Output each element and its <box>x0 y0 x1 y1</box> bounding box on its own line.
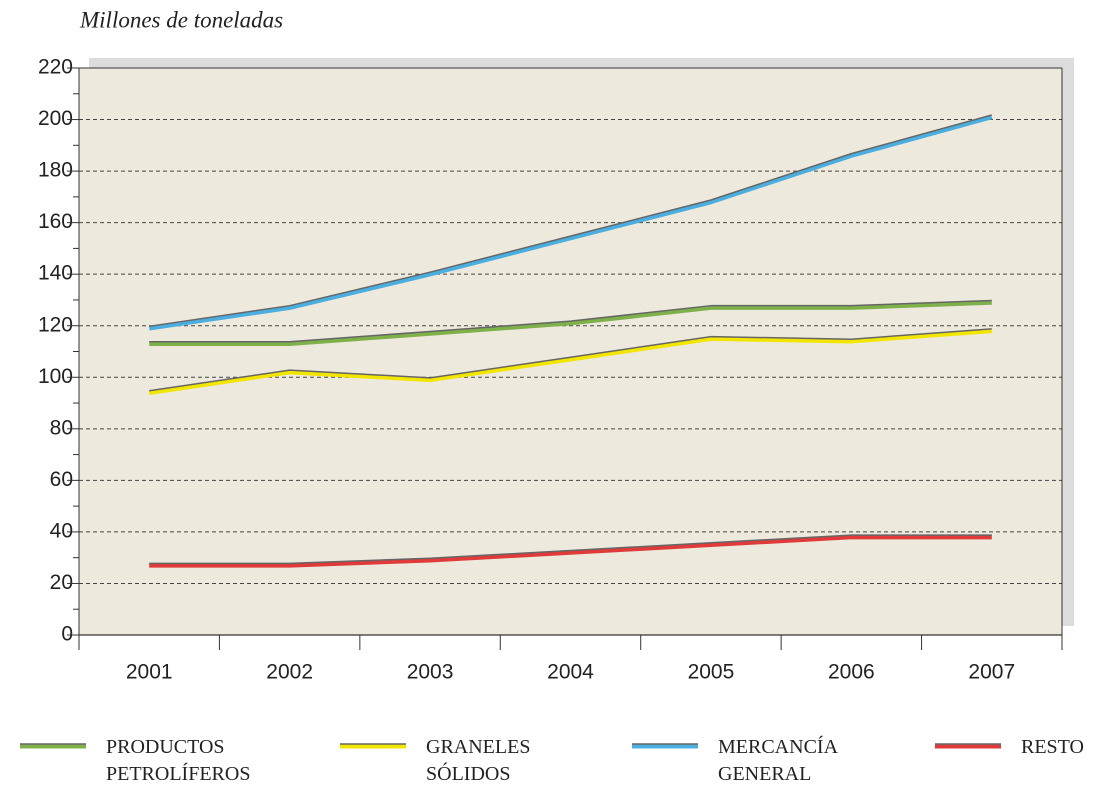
series-line-edge <box>149 299 992 343</box>
series-line-edge <box>149 114 992 328</box>
y-tick-label: 20 <box>50 571 73 594</box>
x-tick-label: 2005 <box>688 661 735 684</box>
legend-swatch <box>340 743 406 749</box>
legend-label: RESTO <box>1021 736 1084 758</box>
x-tick-label: 2003 <box>407 661 454 684</box>
y-tick-label: 200 <box>38 107 73 130</box>
x-tick-label: 2001 <box>126 661 173 684</box>
x-tick-label: 2004 <box>547 661 594 684</box>
plot-area <box>79 68 1062 635</box>
y-tick-label: 120 <box>38 313 73 336</box>
legend-item: PRODUCTOS PETROLÍFEROS <box>20 734 276 787</box>
series-line <box>148 114 993 331</box>
y-tick-label: 80 <box>50 416 73 439</box>
legend-label: MERCANCÍA GENERAL <box>718 736 837 785</box>
legend-swatch <box>935 743 1001 749</box>
x-tick-label: 2007 <box>968 661 1015 684</box>
y-tick-label: 60 <box>50 468 73 491</box>
y-tick-label: 180 <box>38 159 73 182</box>
y-tick-label: 160 <box>38 210 73 233</box>
legend-item: MERCANCÍA GENERAL <box>632 734 888 787</box>
legend-label: PRODUCTOS PETROLÍFEROS <box>106 736 251 785</box>
legend-swatch <box>632 743 698 749</box>
y-tick-label: 220 <box>38 56 73 79</box>
legend-item: GRANELES SÓLIDOS <box>340 734 596 787</box>
axis-title: Millones de toneladas <box>79 7 283 32</box>
legend-label: GRANELES SÓLIDOS <box>426 736 531 785</box>
series-line-edge <box>149 534 992 565</box>
y-tick-label: 40 <box>50 519 73 542</box>
x-tick-label: 2006 <box>828 661 875 684</box>
series-line <box>148 328 992 395</box>
legend-item: RESTO <box>935 734 1098 761</box>
y-tick-label: 100 <box>38 365 73 388</box>
x-tick-label: 2002 <box>266 661 313 684</box>
series-line <box>149 534 992 568</box>
series-line <box>149 300 992 347</box>
legend-swatch <box>20 743 86 749</box>
y-tick-label: 140 <box>38 262 73 285</box>
series-line-edge <box>149 328 992 392</box>
y-tick-label: 0 <box>61 623 73 646</box>
